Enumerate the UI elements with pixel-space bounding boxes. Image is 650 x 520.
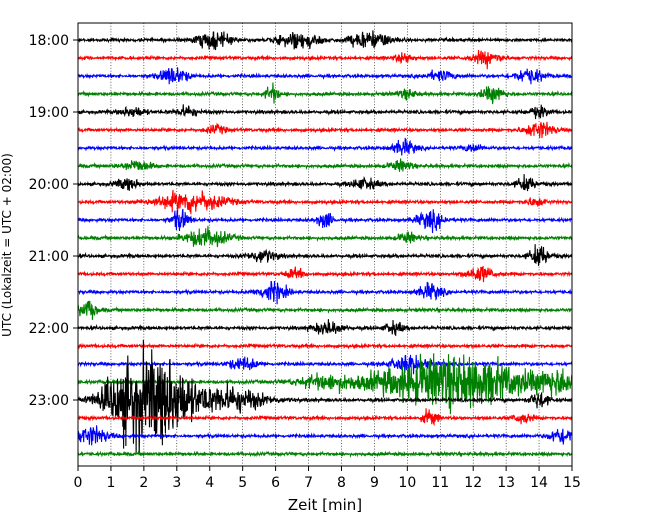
trace-2315 (77, 408, 573, 427)
x-tick-label-6: 6 (271, 475, 280, 491)
seismic-traces (77, 30, 573, 459)
trace-2200 (77, 319, 573, 336)
x-tick-label-7: 7 (304, 475, 313, 491)
trace-2330 (77, 425, 573, 446)
y-tick-label-5: 23:00 (29, 393, 69, 409)
x-tick-label-11: 11 (431, 475, 449, 491)
x-tick-label-9: 9 (370, 475, 379, 491)
trace-2300 (77, 339, 573, 455)
trace-1815 (77, 49, 573, 70)
trace-1915 (77, 121, 573, 139)
y-axis-title: UTC (Lokalzeit = UTC + 02:00) (0, 153, 14, 337)
x-tick-label-3: 3 (172, 475, 181, 491)
x-tick-label-5: 5 (238, 475, 247, 491)
x-axis-ticks: 0 1 2 3 4 5 6 7 8 9 10 11 12 13 14 15 (74, 466, 581, 491)
x-tick-label-12: 12 (464, 475, 482, 491)
x-tick-label-14: 14 (530, 475, 548, 491)
y-tick-label-1: 19:00 (29, 105, 69, 121)
trace-2345 (77, 450, 573, 459)
x-tick-label-2: 2 (139, 475, 148, 491)
trace-2130 (77, 280, 573, 305)
x-tick-label-8: 8 (337, 475, 346, 491)
trace-1800 (77, 30, 573, 51)
trace-1945 (77, 158, 573, 172)
trace-1845 (77, 82, 573, 105)
plot-frame (77, 22, 573, 467)
trace-2015 (77, 189, 573, 215)
trace-2000 (77, 174, 573, 192)
x-tick-label-15: 15 (563, 475, 581, 491)
y-tick-label-2: 20:00 (29, 177, 69, 193)
trace-2100 (77, 244, 573, 266)
x-tick-label-13: 13 (497, 475, 515, 491)
x-tick-label-1: 1 (106, 475, 115, 491)
y-tick-label-3: 21:00 (29, 249, 69, 265)
trace-1900 (77, 104, 573, 120)
x-axis-title: Zeit [min] (288, 496, 362, 514)
x-tick-label-4: 4 (205, 475, 214, 491)
y-tick-label-0: 18:00 (29, 33, 69, 49)
x-tick-label-0: 0 (74, 475, 83, 491)
trace-2045 (77, 225, 573, 248)
trace-2030 (77, 208, 573, 233)
trace-2215 (77, 342, 573, 350)
trace-1930 (77, 137, 573, 156)
y-tick-label-4: 22:00 (29, 321, 69, 337)
trace-2115 (77, 265, 573, 283)
trace-1830 (77, 67, 573, 85)
y-axis-ticks: 18:00 19:00 20:00 21:00 22:00 23:00 (29, 33, 78, 409)
x-tick-label-10: 10 (398, 475, 416, 491)
trace-2145 (77, 300, 573, 320)
